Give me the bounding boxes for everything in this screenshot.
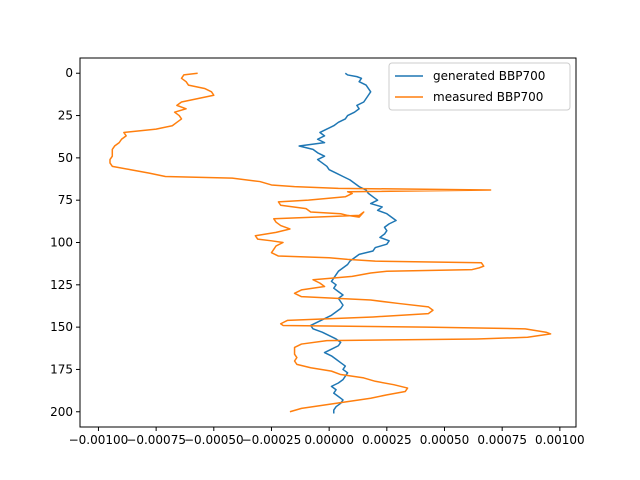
legend-box: [388, 62, 571, 111]
x-tick-label: −0.00050: [184, 433, 244, 447]
y-axis: 0 25 50 75 100 125 150 175 200: [50, 66, 80, 419]
x-tick-label: 0.00025: [362, 433, 412, 447]
x-tick-label: −0.00100: [69, 433, 129, 447]
legend: generated BBP700 measured BBP700: [388, 62, 571, 111]
x-tick-label: 0.00100: [535, 433, 585, 447]
y-tick-label: 25: [58, 109, 73, 123]
y-tick-label: 100: [50, 236, 73, 250]
series-line-generated-bbp700: [298, 72, 397, 414]
x-tick-label: 0.00075: [477, 433, 527, 447]
legend-label: generated BBP700: [433, 69, 545, 83]
x-tick-label: −0.00075: [126, 433, 186, 447]
y-tick-label: 175: [50, 362, 73, 376]
y-tick-label: 200: [50, 405, 73, 419]
y-tick-label: 50: [58, 151, 73, 165]
y-tick-label: 150: [50, 320, 73, 334]
x-tick-label: 0.00000: [304, 433, 354, 447]
x-axis: −0.00100−0.00075−0.00050−0.00025 0.00000 0…: [69, 427, 585, 447]
x-tick-label: 0.00050: [420, 433, 470, 447]
y-tick-label: 75: [58, 193, 73, 207]
y-tick-label: 125: [50, 278, 73, 292]
legend-label: measured BBP700: [433, 90, 543, 104]
x-tick-label: −0.00025: [242, 433, 302, 447]
series-line-measured-bbp700: [109, 72, 552, 413]
y-tick-label: 0: [65, 66, 73, 80]
